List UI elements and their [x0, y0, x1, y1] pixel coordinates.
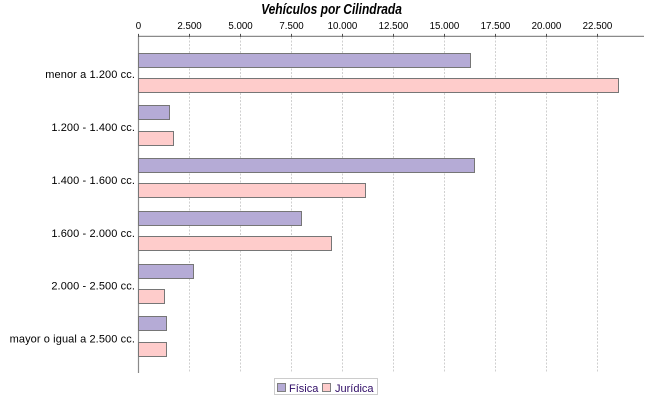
- svg-text:Física: Física: [289, 383, 319, 395]
- svg-text:menor a 1.200 cc.: menor a 1.200 cc.: [45, 69, 135, 81]
- svg-text:2.000 - 2.500 cc.: 2.000 - 2.500 cc.: [51, 281, 135, 293]
- svg-text:Vehículos por Cilindrada: Vehículos por Cilindrada: [261, 1, 402, 18]
- svg-text:1.600 - 2.000 cc.: 1.600 - 2.000 cc.: [51, 228, 135, 240]
- svg-text:22.500: 22.500: [583, 21, 613, 32]
- svg-text:10.000: 10.000: [328, 21, 358, 32]
- svg-text:mayor o igual a 2.500 cc.: mayor o igual a 2.500 cc.: [10, 334, 135, 346]
- svg-text:5.000: 5.000: [228, 21, 253, 32]
- svg-text:17.500: 17.500: [481, 21, 511, 32]
- svg-text:1.400 - 1.600 cc.: 1.400 - 1.600 cc.: [51, 175, 135, 187]
- svg-text:1.200 - 1.400 cc.: 1.200 - 1.400 cc.: [51, 122, 135, 134]
- svg-text:7.500: 7.500: [279, 21, 304, 32]
- svg-text:Jurídica: Jurídica: [335, 383, 374, 395]
- svg-text:15.000: 15.000: [430, 21, 460, 32]
- svg-text:12.500: 12.500: [379, 21, 409, 32]
- svg-text:20.000: 20.000: [532, 21, 562, 32]
- svg-text:2.500: 2.500: [177, 21, 202, 32]
- svg-text:0: 0: [136, 21, 142, 32]
